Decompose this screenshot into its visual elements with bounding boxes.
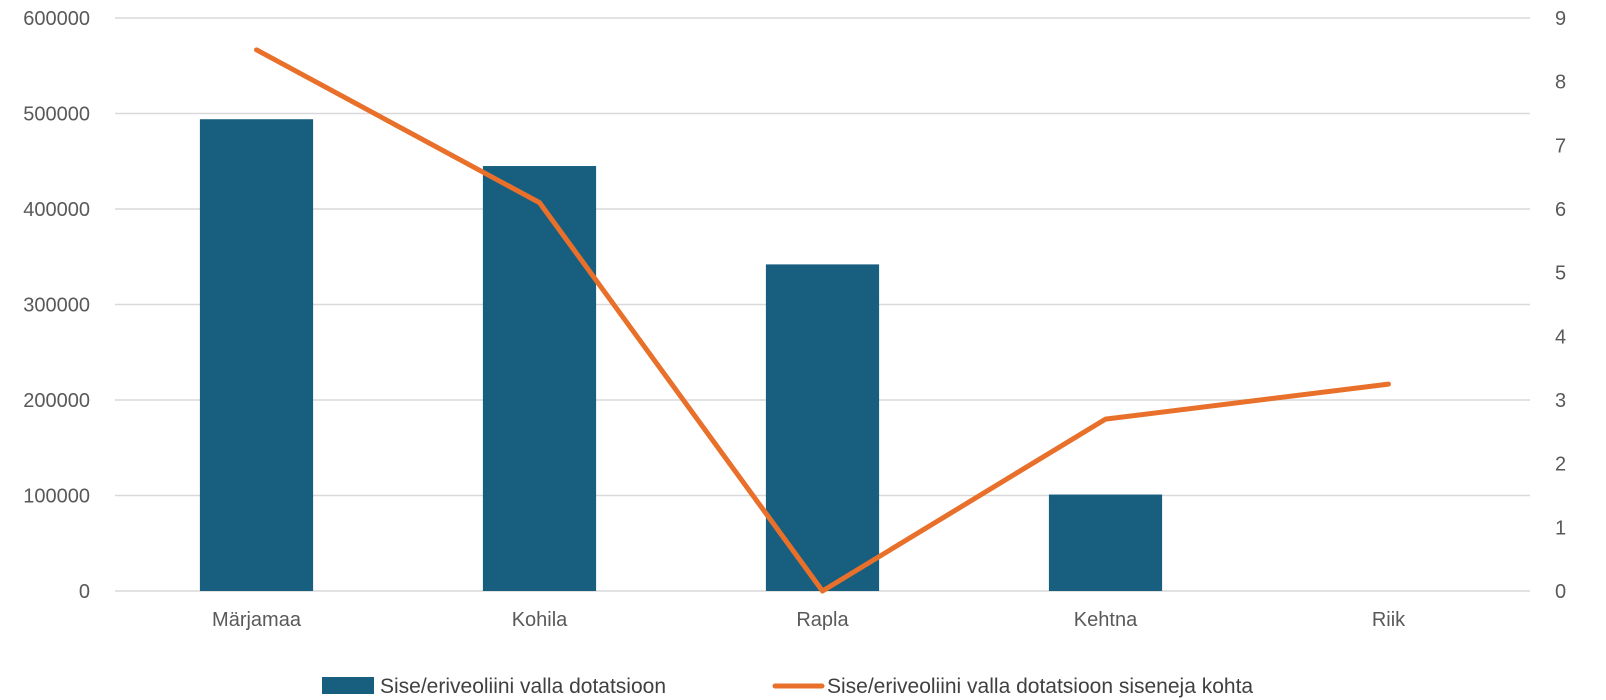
x-tick-label-4: Riik <box>1372 609 1406 631</box>
legend: Sise/eriveoliini valla dotatsioon Sise/e… <box>322 675 1253 698</box>
bar-series <box>199 119 1163 591</box>
bar-kohila <box>482 166 597 591</box>
x-tick-label-3: Kehtna <box>1074 609 1138 631</box>
legend-bar-label: Sise/eriveoliini valla dotatsioon <box>380 675 666 698</box>
right-tick-label-2: 2 <box>1555 454 1566 476</box>
right-tick-label-0: 0 <box>1555 581 1566 603</box>
right-tick-label-5: 5 <box>1555 263 1566 285</box>
left-axis-tick-labels: 0 100000 200000 300000 400000 500000 600000 <box>23 8 90 603</box>
right-tick-label-1: 1 <box>1555 517 1566 539</box>
legend-bar-swatch <box>322 677 374 694</box>
right-tick-label-4: 4 <box>1555 326 1566 348</box>
left-tick-label-5: 500000 <box>23 104 90 126</box>
left-tick-label-2: 200000 <box>23 390 90 412</box>
left-tick-label-3: 300000 <box>23 295 90 317</box>
left-tick-label-6: 600000 <box>23 8 90 30</box>
x-tick-label-1: Kohila <box>512 609 568 631</box>
x-axis-tick-labels: Märjamaa Kohila Rapla Kehtna Riik <box>212 609 1406 631</box>
right-tick-label-3: 3 <box>1555 390 1566 412</box>
right-tick-label-8: 8 <box>1555 72 1566 94</box>
left-tick-label-0: 0 <box>79 581 90 603</box>
bar-rapla <box>765 264 880 591</box>
right-tick-label-7: 7 <box>1555 135 1566 157</box>
right-axis-tick-labels: 0 1 2 3 4 5 6 7 8 9 <box>1555 8 1566 603</box>
right-tick-label-6: 6 <box>1555 199 1566 221</box>
bar-märjamaa <box>199 119 314 591</box>
left-tick-label-1: 100000 <box>23 486 90 508</box>
bar-kehtna <box>1048 494 1163 591</box>
right-tick-label-9: 9 <box>1555 8 1566 30</box>
x-tick-label-0: Märjamaa <box>212 609 302 631</box>
line-series <box>254 47 1391 594</box>
legend-line-label: Sise/eriveoliini valla dotatsioon sisene… <box>827 675 1253 698</box>
left-tick-label-4: 400000 <box>23 199 90 221</box>
x-tick-label-2: Rapla <box>796 609 849 631</box>
